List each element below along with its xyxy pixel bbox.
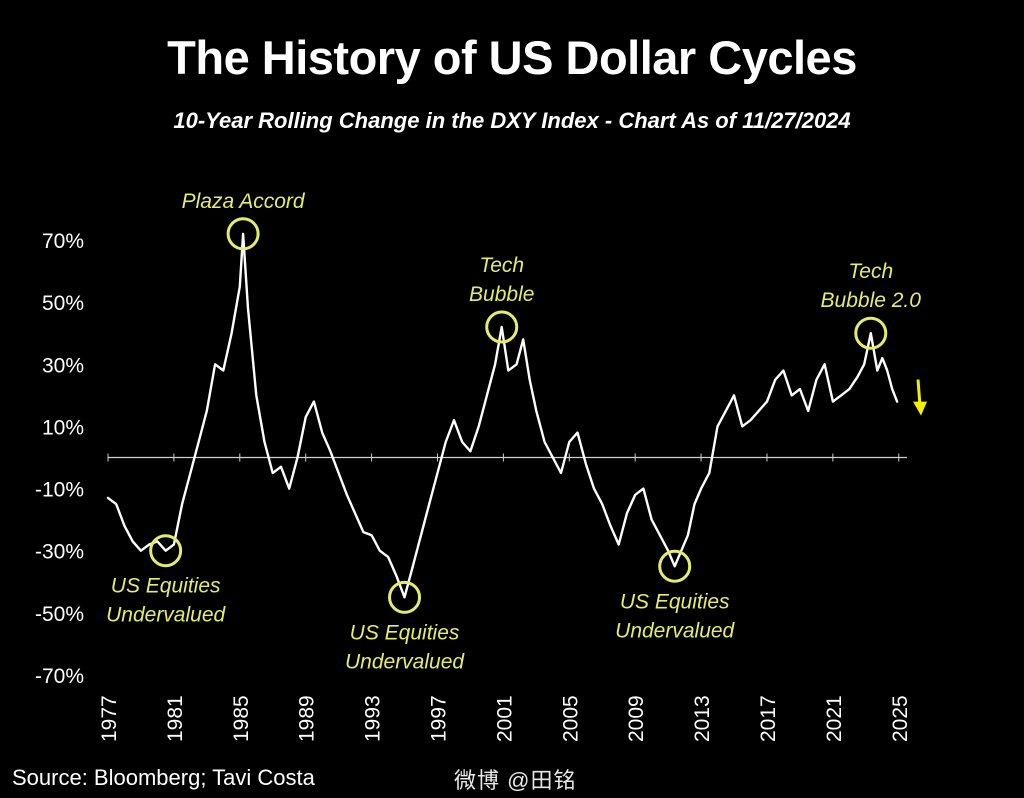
y-tick-label: 30% <box>42 354 84 377</box>
y-tick-label: -30% <box>35 541 84 564</box>
x-tick-label: 1993 <box>362 695 385 742</box>
x-tick-label: 2025 <box>889 695 912 742</box>
down-arrow-icon <box>913 401 927 416</box>
annotation-circle <box>388 580 422 614</box>
annotation-circle <box>485 310 519 344</box>
annotation-label: Undervalued <box>345 650 465 673</box>
dxy-series-line <box>106 232 899 599</box>
watermark: 微博 @田铭 <box>454 768 577 793</box>
annotation-label: US Equities <box>350 621 460 644</box>
y-tick-label: -10% <box>35 479 84 502</box>
chart-subtitle: 10-Year Rolling Change in the DXY Index … <box>173 108 851 133</box>
annotation-label: Undervalued <box>615 619 735 642</box>
x-tick-label: 1981 <box>164 695 187 742</box>
annotation-label: Bubble <box>469 283 534 306</box>
annotation-circle <box>854 316 888 350</box>
x-tick-label: 1989 <box>296 695 319 742</box>
annotation-label: Tech <box>848 260 893 283</box>
x-tick-label: 2009 <box>625 695 648 742</box>
annotation-circle <box>658 549 692 583</box>
y-tick-label: 70% <box>42 230 84 253</box>
x-tick-label: 2021 <box>823 695 846 742</box>
y-tick-label: -70% <box>35 665 84 688</box>
x-tick-label: 1985 <box>230 695 253 742</box>
source-note: Source: Bloomberg; Tavi Costa <box>12 765 315 790</box>
y-tick-label: -50% <box>35 603 84 626</box>
down-arrow-shaft <box>916 379 922 406</box>
annotation-label: Tech <box>479 254 524 277</box>
y-tick-label: 50% <box>42 292 84 315</box>
annotation-circle <box>226 217 260 251</box>
annotation-circle <box>149 534 183 568</box>
annotation-label: Bubble 2.0 <box>821 289 922 312</box>
chart-title: The History of US Dollar Cycles <box>167 31 857 84</box>
annotation-label: Undervalued <box>106 604 226 627</box>
annotation-label: US Equities <box>111 575 221 598</box>
y-tick-label: 10% <box>42 416 84 439</box>
x-tick-label: 1997 <box>427 695 450 742</box>
annotation-label: US Equities <box>620 590 730 613</box>
x-tick-label: 2013 <box>691 695 714 742</box>
x-tick-label: 2005 <box>559 695 582 742</box>
x-tick-label: 2017 <box>757 695 780 742</box>
x-tick-label: 2001 <box>493 695 516 742</box>
x-tick-label: 1977 <box>98 695 121 742</box>
annotation-label: Plaza Accord <box>182 190 306 213</box>
